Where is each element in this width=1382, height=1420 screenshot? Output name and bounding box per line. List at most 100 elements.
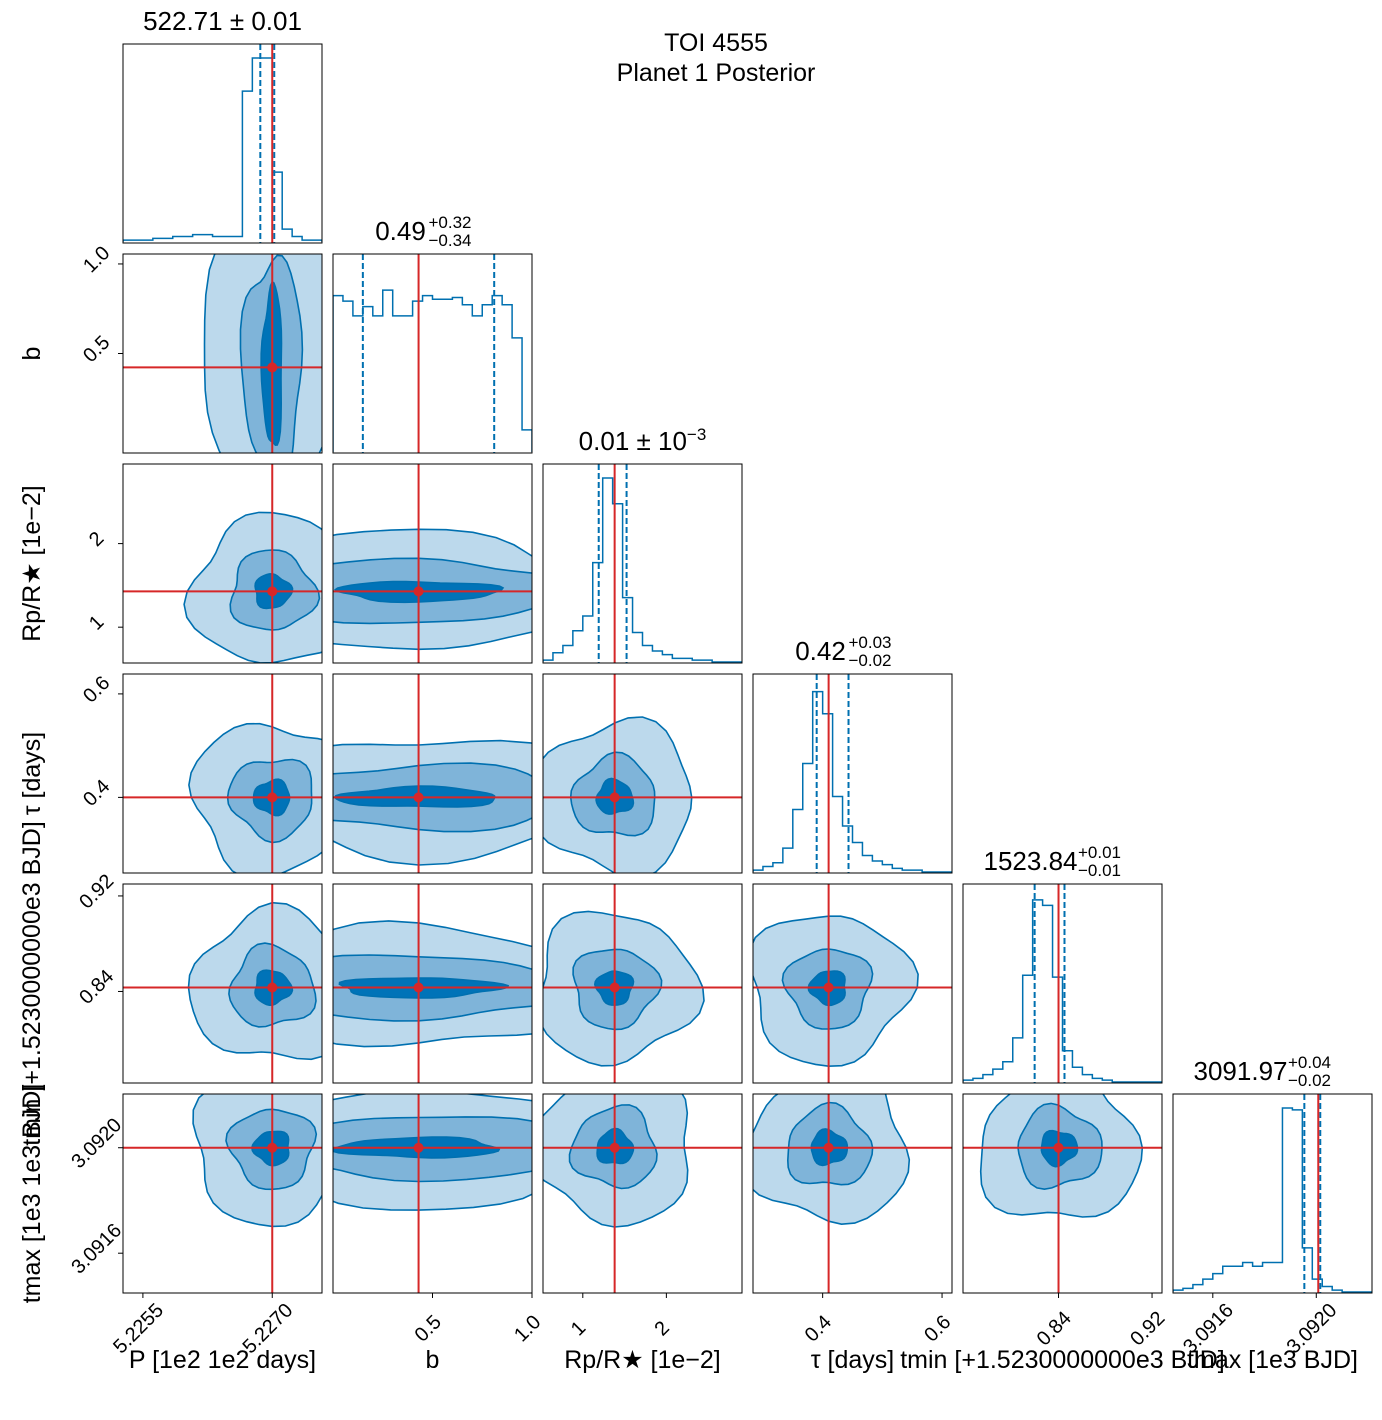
x-tick-label: 2 [650, 1317, 673, 1340]
truth-marker [609, 792, 620, 803]
contour-panel-4-0 [123, 884, 322, 1083]
diagonal-title-3: 0.42 +0.03−0.02 [795, 633, 891, 670]
x-tick-label: 0.6 [920, 1311, 955, 1346]
histogram-panel-0 [123, 44, 322, 243]
contour-panel-5-4 [963, 1094, 1162, 1293]
panel-frame [122, 1093, 323, 1294]
title-exponent: −3 [687, 425, 706, 444]
panel-frame [542, 883, 743, 1084]
y-tick-label: 0.5 [79, 332, 114, 367]
title-upper: +0.03 [849, 633, 892, 652]
contour-panel-4-2 [543, 884, 742, 1083]
y-axis-label-1: b [18, 347, 46, 361]
figure-title-line1: TOI 4555 [664, 29, 768, 57]
x-axis-label-5: tmax [1e3 BJD] [1187, 1346, 1358, 1374]
panel-frame [122, 673, 323, 874]
title-text: 0.01 ± 10−3 [579, 425, 707, 456]
x-tick-label: 0.4 [801, 1311, 836, 1346]
x-axis-label-2: Rp/R★ [1e−2] [564, 1346, 721, 1374]
panel-frame [122, 43, 323, 244]
truth-marker [413, 982, 424, 993]
x-axis-label-0: P [1e2 1e2 days] [129, 1346, 316, 1374]
panel-frame [332, 463, 533, 664]
histogram-step [543, 477, 742, 663]
title-upper: +0.32 [429, 213, 472, 232]
contour-panel-4-3 [753, 884, 952, 1083]
panel-frame [332, 673, 533, 874]
histogram-panel-2 [543, 464, 742, 663]
histogram-panel-3 [753, 674, 952, 873]
title-lower: −0.01 [1078, 861, 1121, 880]
truth-marker [1053, 1142, 1064, 1153]
contour-panel-3-1 [333, 674, 532, 873]
contour-panel-3-0 [123, 674, 322, 873]
contour-panel-5-1 [333, 1094, 532, 1293]
y-axis-label-5: tmax [1e3 1e3 BJD] [18, 1084, 46, 1304]
truth-marker [267, 586, 278, 597]
truth-marker [823, 982, 834, 993]
panel-frame [752, 1093, 953, 1294]
truth-marker [267, 362, 278, 373]
contour-panel-4-1 [333, 884, 532, 1083]
panel-frame [332, 883, 533, 1084]
histogram-step [1173, 1107, 1372, 1293]
panel-frame [542, 673, 743, 874]
truth-marker [413, 1142, 424, 1153]
x-axis-label-3: τ [days] [811, 1346, 895, 1374]
y-axis-label-4: tmin [+1.5230000000e3 BJD] [18, 821, 46, 1146]
contour-panel-1-0 [123, 254, 322, 453]
histogram-step [123, 57, 322, 242]
panel-frame [1172, 1093, 1373, 1294]
y-axis-label-2: Rp/R★ [1e−2] [18, 485, 46, 642]
diagonal-title-0: 522.71 ± 0.01 [143, 6, 302, 36]
y-axis-label-3: τ [days] [18, 732, 46, 816]
truth-marker [413, 792, 424, 803]
diagonal-title-5: 3091.97 +0.04−0.02 [1194, 1053, 1332, 1090]
title-value: 0.42 [795, 636, 846, 666]
y-tick-label: 2 [85, 528, 108, 551]
panel-frame [122, 883, 323, 1084]
panel-frame [962, 883, 1163, 1084]
panel-frame [752, 883, 953, 1084]
x-tick-label: 0.84 [1033, 1307, 1076, 1350]
title-upper: +0.04 [1288, 1053, 1331, 1072]
figure-title: TOI 4555 Planet 1 Posterior [566, 28, 866, 88]
y-tick-label: 0.92 [75, 870, 118, 913]
title-value: 3091.97 [1194, 1056, 1288, 1086]
contour-panel-5-3 [753, 1094, 952, 1293]
y-tick-label: 0.4 [79, 776, 114, 811]
contour-panel-5-0 [123, 1094, 322, 1293]
x-tick-label: 1 [567, 1317, 590, 1340]
title-upper: +0.01 [1078, 843, 1121, 862]
histogram-panel-1 [333, 254, 532, 453]
contour-panel-2-1 [333, 464, 532, 663]
truth-marker [609, 1142, 620, 1153]
title-text: 522.71 ± 0.01 [143, 6, 302, 36]
title-lower: −0.02 [1288, 1071, 1331, 1090]
diagonal-title-2: 0.01 ± 10−3 [579, 425, 707, 456]
y-tick-label: 1 [85, 611, 108, 634]
diagonal-title-4: 1523.84 +0.01−0.01 [984, 843, 1122, 880]
x-tick-label: 1.0 [510, 1311, 545, 1346]
truth-marker [267, 1142, 278, 1153]
histogram-step [963, 899, 1162, 1083]
panel-frame [542, 463, 743, 664]
diagonal-title-1: 0.49 +0.32−0.34 [375, 213, 471, 250]
contour-panel-3-2 [543, 674, 742, 873]
y-tick-label: 3.0920 [67, 1114, 126, 1173]
contour-panel-2-0 [123, 464, 322, 663]
y-tick-label: 0.6 [79, 672, 114, 707]
truth-marker [267, 982, 278, 993]
y-tick-label: 0.84 [75, 966, 118, 1009]
x-tick-label: 0.5 [411, 1311, 446, 1346]
histogram-step [753, 690, 952, 873]
panel-frame [752, 673, 953, 874]
title-value: 1523.84 [984, 846, 1078, 876]
contour-panel-5-2 [543, 1094, 742, 1293]
truth-marker [413, 586, 424, 597]
panel-frame [542, 1093, 743, 1294]
x-axis-label-4: tmin [+1.5230000000e3 BJD] [900, 1346, 1225, 1374]
figure-title-line2: Planet 1 Posterior [616, 59, 816, 87]
